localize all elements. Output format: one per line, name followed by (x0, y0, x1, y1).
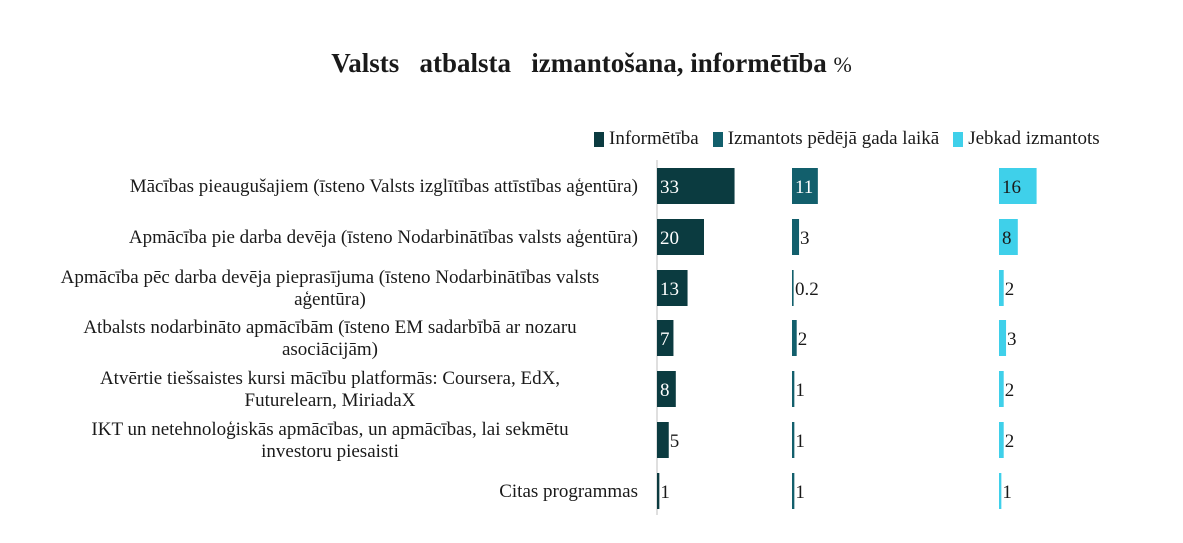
category-label: Mācības pieaugušajiem (īsteno Valsts izg… (130, 176, 638, 197)
legend-swatch-jebkad-izmantots (953, 131, 964, 147)
bar (999, 219, 1018, 255)
data-label: 2 (798, 329, 808, 350)
data-label: 1 (795, 431, 805, 452)
category-label-line: Apmācība pēc darba devēja pieprasījuma (… (61, 267, 600, 288)
bar (792, 473, 795, 509)
bar (999, 371, 1004, 407)
bar (657, 168, 735, 204)
bar (792, 168, 818, 204)
bar (657, 371, 676, 407)
data-label: 8 (1002, 228, 1012, 249)
legend-item-izmantots-pedeja-gada: Izmantots pēdējā gada laikā (712, 128, 940, 150)
data-label: 1 (795, 482, 805, 503)
bar (792, 371, 795, 407)
category-label-line: Citas programmas (499, 481, 638, 502)
data-label: 1 (795, 380, 805, 401)
legend-label-jebkad-izmantots: Jebkad izmantots (968, 128, 1100, 149)
category-label: Citas programmas (499, 481, 638, 502)
legend-item-informetiba: Informētība (594, 128, 699, 150)
bar (999, 270, 1004, 306)
category-label: Apmācība pie darba devēja (īsteno Nodarb… (129, 227, 638, 248)
bar (792, 219, 800, 255)
data-label: 5 (670, 431, 680, 452)
category-label-line: Mācības pieaugušajiem (īsteno Valsts izg… (130, 176, 638, 197)
data-label: 13 (660, 279, 679, 300)
bar (657, 422, 669, 458)
category-label: IKT un netehnoloģiskās apmācības, un apm… (91, 419, 569, 462)
category-label-line: aģentūra) (294, 289, 366, 310)
data-label: 11 (795, 177, 813, 198)
bar (657, 320, 674, 356)
data-label: 1 (660, 482, 670, 503)
chart-title: Valsts atbalsta izmantošana, informētība… (0, 48, 1183, 79)
bar (999, 168, 1037, 204)
legend-item-jebkad-izmantots: Jebkad izmantots (953, 128, 1100, 150)
data-label: 2 (1005, 380, 1015, 401)
bar (999, 320, 1007, 356)
bar (657, 473, 660, 509)
data-label: 3 (1007, 329, 1017, 350)
bar (999, 422, 1004, 458)
legend-swatch-informetiba (594, 131, 604, 147)
bar (792, 270, 794, 306)
data-label: 2 (1005, 431, 1015, 452)
category-label-line: Atvērtie tiešsaistes kursi mācību platfo… (100, 368, 560, 389)
data-label: 1 (1002, 482, 1012, 503)
category-label: Atvērtie tiešsaistes kursi mācību platfo… (100, 368, 560, 411)
bar (657, 270, 688, 306)
data-label: 2 (1005, 279, 1015, 300)
data-label: 20 (660, 228, 679, 249)
data-label: 0.2 (795, 279, 819, 300)
data-label: 33 (660, 177, 679, 198)
chart-title-unit: % (833, 52, 852, 77)
legend-label-izmantots-pedeja-gada: Izmantots pēdējā gada laikā (727, 128, 940, 149)
data-label: 7 (660, 329, 670, 350)
category-label: Atbalsts nodarbināto apmācībām (īsteno E… (83, 317, 577, 360)
data-label: 16 (1002, 177, 1021, 198)
category-label-line: Atbalsts nodarbināto apmācībām (īsteno E… (83, 317, 577, 338)
data-label: 3 (800, 228, 810, 249)
bar (999, 473, 1002, 509)
category-label: Apmācība pēc darba devēja pieprasījuma (… (61, 267, 600, 310)
category-label-line: asociācijām) (282, 339, 378, 360)
bar (657, 219, 704, 255)
legend: Informētība Izmantots pēdējā gada laikā … (594, 126, 1174, 152)
category-label-line: IKT un netehnoloģiskās apmācības, un apm… (91, 419, 569, 440)
bar (792, 422, 795, 458)
data-label: 8 (660, 380, 670, 401)
legend-swatch-izmantots-pedeja-gada (712, 131, 723, 147)
bar (792, 320, 797, 356)
category-label-line: Futurelearn, MiriadaX (245, 390, 416, 411)
category-label-line: investoru piesaisti (261, 441, 399, 462)
legend-label-informetiba: Informētība (609, 128, 699, 149)
chart-title-text: Valsts atbalsta izmantošana, informētība (331, 48, 827, 78)
category-label-line: Apmācība pie darba devēja (īsteno Nodarb… (129, 227, 638, 248)
